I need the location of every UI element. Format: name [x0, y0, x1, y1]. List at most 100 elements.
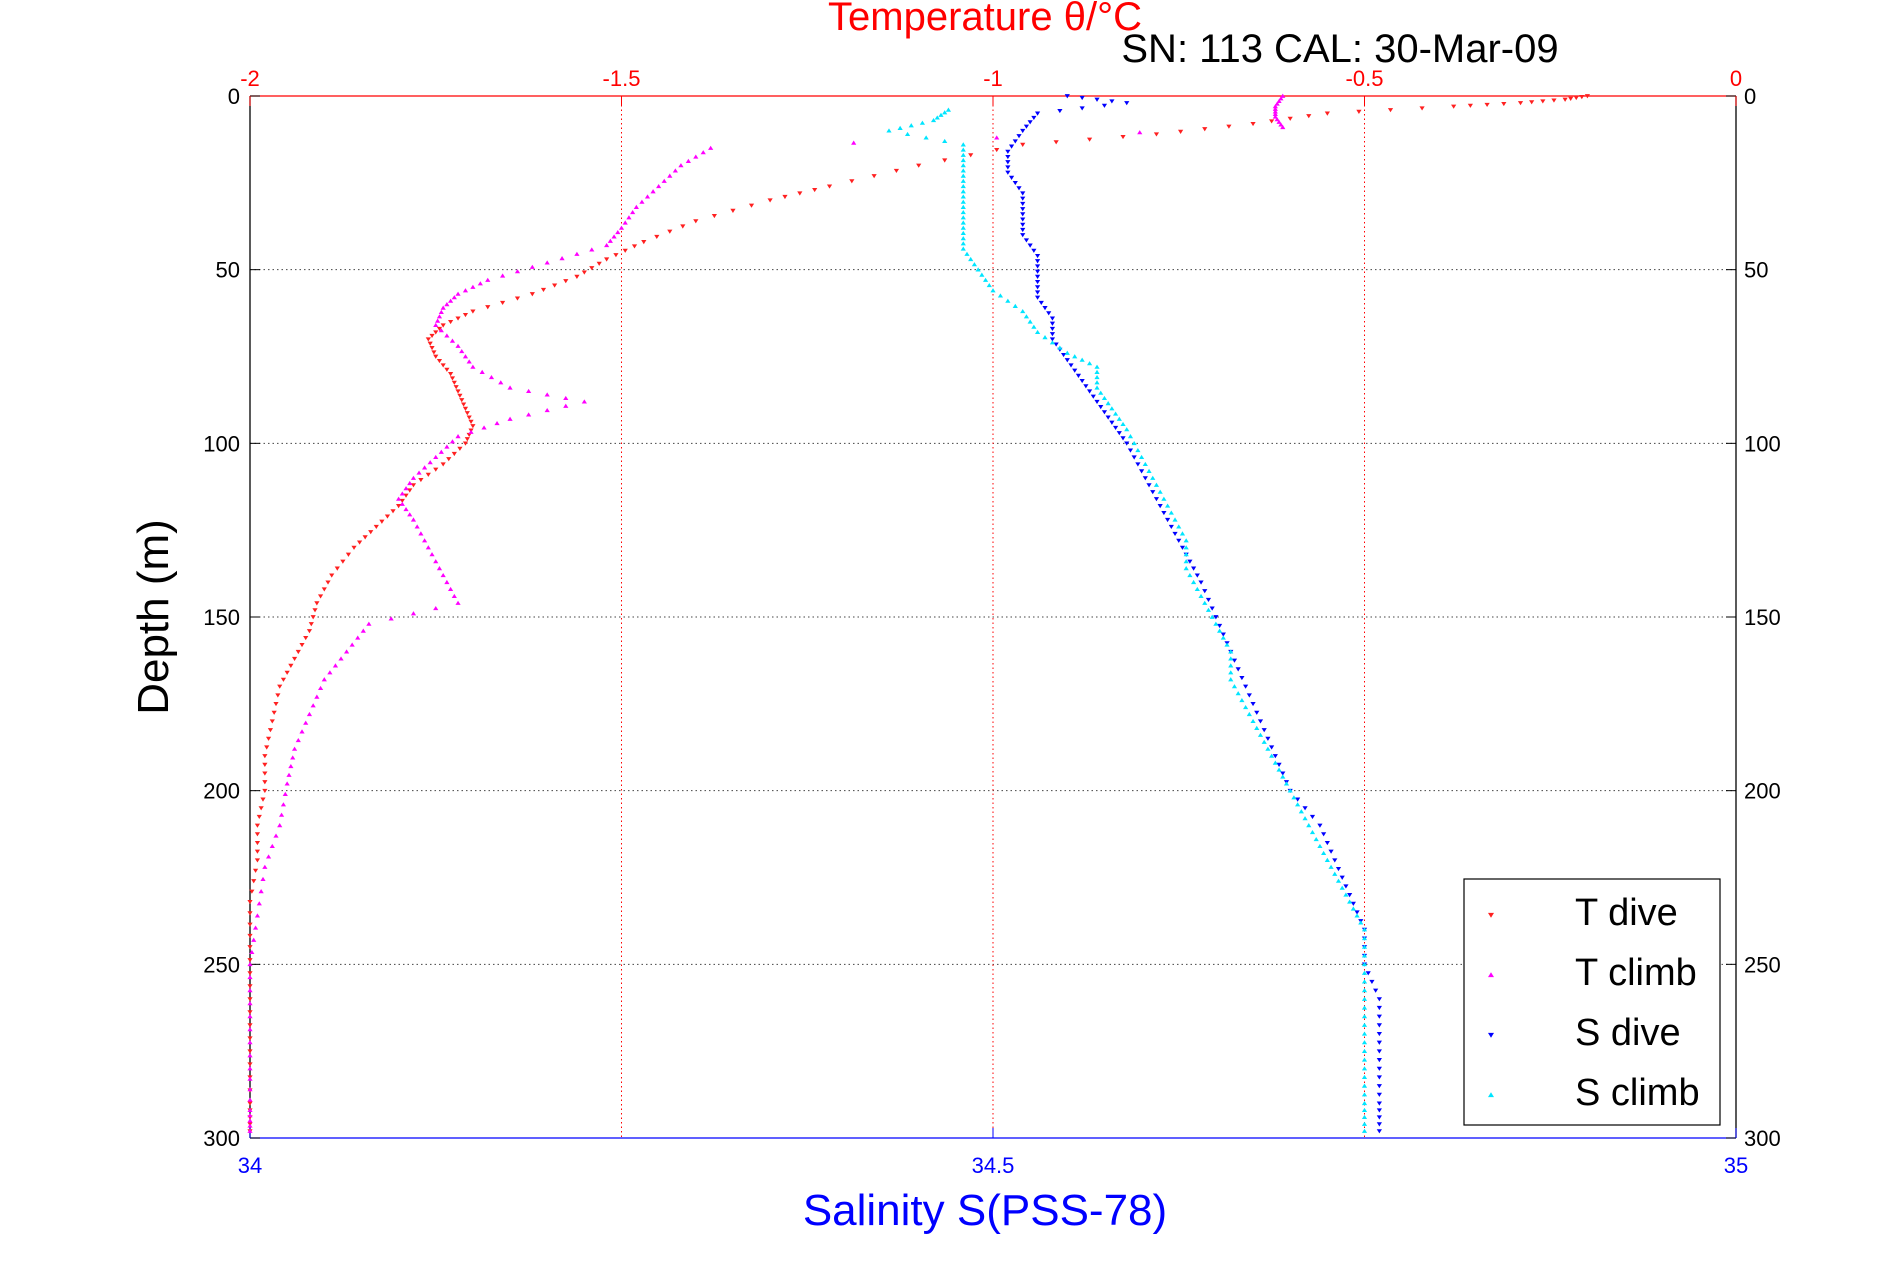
data-point [1243, 704, 1249, 710]
data-point [507, 416, 513, 421]
data-point [1049, 326, 1056, 332]
data-point [1235, 691, 1241, 696]
data-point [288, 764, 294, 769]
data-point [444, 367, 450, 372]
data-point [269, 719, 275, 724]
data-point [451, 380, 457, 385]
data-point [1376, 1014, 1382, 1019]
data-point [247, 961, 253, 967]
data-point [1179, 531, 1186, 536]
data-point [1324, 857, 1330, 862]
data-point [975, 267, 981, 272]
data-point [410, 517, 417, 522]
data-point [466, 432, 472, 437]
series-s-climb [886, 107, 1368, 1133]
data-point [613, 253, 619, 258]
data-point [1202, 600, 1208, 605]
data-point [916, 163, 922, 168]
data-point [440, 363, 446, 368]
data-point [247, 984, 253, 989]
data-point [334, 566, 340, 571]
data-point [1005, 160, 1011, 165]
data-point [247, 1062, 253, 1067]
data-point [390, 509, 396, 514]
data-point [1265, 746, 1271, 751]
data-point [1254, 725, 1260, 730]
data-point [388, 616, 394, 621]
data-point [1086, 361, 1093, 366]
data-point [1202, 589, 1208, 594]
data-point [1339, 875, 1345, 880]
data-point [960, 241, 966, 246]
data-point [1094, 369, 1100, 374]
data-point [444, 302, 450, 307]
data-point [797, 191, 803, 196]
data-point [1165, 517, 1171, 523]
data-point [275, 693, 281, 698]
x-top-tick-label: -0.5 [1346, 66, 1384, 91]
data-point [630, 210, 636, 215]
data-point [1153, 132, 1160, 137]
data-point [399, 498, 405, 503]
data-point [563, 395, 569, 400]
data-point [455, 389, 461, 394]
data-point [1335, 866, 1342, 872]
data-point [1361, 996, 1368, 1001]
data-point [254, 849, 261, 854]
data-point [1356, 109, 1362, 114]
data-point [1361, 961, 1368, 967]
data-point [396, 504, 402, 509]
data-point [1584, 94, 1590, 99]
data-point [247, 1053, 253, 1058]
data-point [340, 559, 346, 564]
data-point [964, 251, 970, 256]
data-point [1168, 510, 1174, 515]
data-point [1213, 621, 1219, 626]
data-point [1005, 298, 1011, 303]
data-point [247, 1101, 253, 1106]
data-point [422, 465, 428, 470]
data-point [1157, 504, 1163, 509]
data-point [262, 788, 268, 794]
data-point [960, 147, 966, 152]
data-point [1165, 503, 1171, 508]
data-point [414, 524, 420, 529]
data-point [1020, 233, 1026, 238]
data-point [1205, 597, 1212, 602]
data-point [942, 110, 948, 115]
y-tick-label-right: 300 [1744, 1126, 1781, 1151]
data-point [403, 486, 409, 491]
data-point [1228, 663, 1234, 668]
data-point [1005, 149, 1011, 154]
data-point [1302, 806, 1308, 811]
data-point [1309, 830, 1316, 835]
data-point [457, 446, 463, 451]
x-top-tick-label: -1.5 [603, 66, 641, 91]
data-point [1090, 394, 1096, 399]
data-point [1187, 572, 1193, 578]
data-point [1332, 871, 1338, 876]
data-point [654, 234, 660, 240]
legend-marker-s-climb [1488, 1092, 1494, 1098]
data-point [1034, 290, 1041, 295]
data-point [314, 694, 320, 699]
data-point [1272, 104, 1278, 109]
data-point [1131, 440, 1137, 446]
data-point [1579, 95, 1585, 100]
y-tick-label-right: 200 [1744, 779, 1781, 804]
data-point [1272, 111, 1278, 117]
data-point [249, 889, 255, 894]
data-point [477, 281, 483, 286]
data-point [1376, 1122, 1382, 1127]
data-point [1269, 119, 1275, 124]
data-point [1120, 436, 1126, 441]
data-point [247, 1049, 253, 1054]
data-point [1228, 677, 1234, 682]
data-point [271, 710, 277, 715]
data-point [1228, 649, 1234, 654]
data-point [286, 772, 292, 777]
data-point [1361, 1128, 1368, 1133]
data-point [247, 1107, 253, 1113]
data-point [254, 858, 261, 863]
data-point [1205, 607, 1212, 612]
